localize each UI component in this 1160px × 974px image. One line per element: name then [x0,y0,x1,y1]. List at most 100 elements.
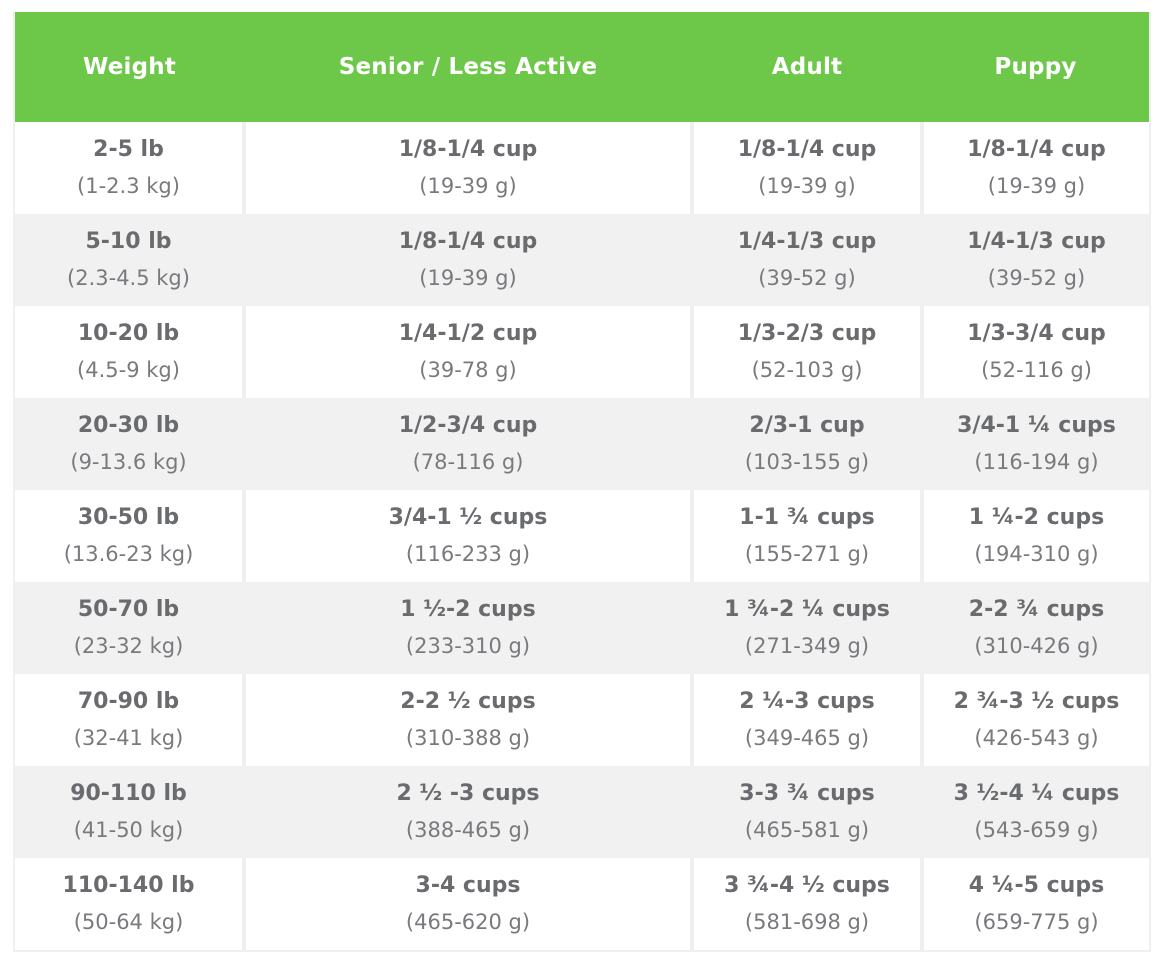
table-cell-senior-less-active: 1/2-3/4 cup (78-116 g) [244,398,694,490]
cell-metric: (659-775 g) [974,910,1099,934]
cell-amount: 10-20 lb [77,321,180,346]
table-body: 2-5 lb (1-2.3 kg) 1/8-1/4 cup (19-39 g) 1/8-… [15,122,1149,950]
cell-metric: (426-543 g) [974,726,1099,750]
cell-amount: 1/4-1/2 cup [398,321,538,346]
table-cell-senior-less-active: 1/8-1/4 cup (19-39 g) [244,214,694,306]
table-cell-senior-less-active: 1/8-1/4 cup (19-39 g) [244,122,694,214]
table-cell-weight: 90-110 lb (41-50 kg) [15,766,246,858]
table-cell-puppy: 4 ¼-5 cups (659-775 g) [922,858,1149,950]
table-cell-weight: 20-30 lb (9-13.6 kg) [15,398,246,490]
cell-amount: 1-1 ¾ cups [739,505,875,530]
cell-amount: 3/4-1 ½ cups [388,505,548,530]
cell-amount: 30-50 lb [77,505,180,530]
cell-amount: 3-4 cups [415,873,521,898]
cell-amount: 50-70 lb [77,597,180,622]
cell-metric: (465-620 g) [405,910,531,934]
table-cell-weight: 110-140 lb (50-64 kg) [15,858,246,950]
table-header: Weight Senior / Less Active Adult Puppy [15,12,1149,122]
table-cell-senior-less-active: 3-4 cups (465-620 g) [244,858,694,950]
cell-amount: 1 ½-2 cups [400,597,536,622]
table-cell-senior-less-active: 2-2 ½ cups (310-388 g) [244,674,694,766]
header-row: Weight Senior / Less Active Adult Puppy [15,12,1149,122]
cell-metric: (233-310 g) [405,634,531,658]
cell-metric: (39-52 g) [758,266,856,290]
cell-amount: 2 ¼-3 cups [739,689,875,714]
table-row: 50-70 lb (23-32 kg) 1 ½-2 cups (233-310 g) 1… [15,582,1149,674]
cell-metric: (50-64 kg) [73,910,184,934]
cell-metric: (116-194 g) [974,450,1099,474]
cell-metric: (4.5-9 kg) [77,358,180,382]
cell-amount: 1/3-3/4 cup [967,321,1106,346]
table-cell-adult: 1 ¾-2 ¼ cups (271-349 g) [692,582,924,674]
table-cell-puppy: 2-2 ¾ cups (310-426 g) [922,582,1149,674]
cell-metric: (116-233 g) [405,542,531,566]
page: Weight Senior / Less Active Adult Puppy … [13,12,1151,952]
cell-amount: 1/4-1/3 cup [967,229,1106,254]
cell-metric: (13.6-23 kg) [63,542,194,566]
table-cell-adult: 3-3 ¾ cups (465-581 g) [692,766,924,858]
cell-metric: (39-78 g) [419,358,517,382]
cell-amount: 2-2 ¾ cups [968,597,1105,622]
column-header-puppy: Puppy [922,12,1149,122]
cell-amount: 3/4-1 ¼ cups [957,413,1116,438]
table-cell-adult: 3 ¾-4 ½ cups (581-698 g) [692,858,924,950]
cell-amount: 3 ¾-4 ½ cups [724,873,890,898]
cell-metric: (194-310 g) [974,542,1099,566]
table-cell-adult: 1-1 ¾ cups (155-271 g) [692,490,924,582]
cell-amount: 1/8-1/4 cup [737,137,877,162]
table-cell-puppy: 1 ¼-2 cups (194-310 g) [922,490,1149,582]
cell-amount: 1/8-1/4 cup [967,137,1106,162]
cell-metric: (78-116 g) [412,450,524,474]
table-cell-weight: 50-70 lb (23-32 kg) [15,582,246,674]
cell-metric: (2.3-4.5 kg) [67,266,190,290]
cell-metric: (19-39 g) [419,266,517,290]
cell-metric: (52-103 g) [751,358,863,382]
cell-metric: (1-2.3 kg) [77,174,180,198]
cell-metric: (9-13.6 kg) [70,450,187,474]
cell-metric: (155-271 g) [744,542,870,566]
cell-amount: 4 ¼-5 cups [968,873,1105,898]
column-header-senior-less-active: Senior / Less Active [244,12,692,122]
cell-metric: (465-581 g) [744,818,870,842]
cell-metric: (19-39 g) [987,174,1086,198]
cell-amount: 20-30 lb [77,413,180,438]
cell-metric: (349-465 g) [744,726,870,750]
table-cell-weight: 70-90 lb (32-41 kg) [15,674,246,766]
cell-metric: (103-155 g) [744,450,870,474]
cell-amount: 1/8-1/4 cup [398,137,538,162]
table-cell-weight: 30-50 lb (13.6-23 kg) [15,490,246,582]
cell-amount: 110-140 lb [62,873,195,898]
table-row: 5-10 lb (2.3-4.5 kg) 1/8-1/4 cup (19-39 g) 1… [15,214,1149,306]
cell-metric: (41-50 kg) [73,818,184,842]
table-row: 2-5 lb (1-2.3 kg) 1/8-1/4 cup (19-39 g) 1/8-… [15,122,1149,214]
table-cell-weight: 10-20 lb (4.5-9 kg) [15,306,246,398]
cell-amount: 1/3-2/3 cup [737,321,877,346]
table-row: 110-140 lb (50-64 kg) 3-4 cups (465-620 g) 3… [15,858,1149,950]
cell-amount: 1/4-1/3 cup [737,229,877,254]
table-row: 30-50 lb (13.6-23 kg) 3/4-1 ½ cups (116-233… [15,490,1149,582]
cell-metric: (581-698 g) [744,910,870,934]
cell-amount: 2-5 lb [93,137,164,162]
cell-amount: 5-10 lb [85,229,172,254]
cell-metric: (19-39 g) [758,174,856,198]
table-cell-weight: 5-10 lb (2.3-4.5 kg) [15,214,246,306]
cell-amount: 2 ¾-3 ½ cups [953,689,1120,714]
table-cell-adult: 2 ¼-3 cups (349-465 g) [692,674,924,766]
cell-amount: 1/2-3/4 cup [398,413,538,438]
table-cell-senior-less-active: 1/4-1/2 cup (39-78 g) [244,306,694,398]
table-row: 20-30 lb (9-13.6 kg) 1/2-3/4 cup (78-116 g)… [15,398,1149,490]
cell-metric: (310-426 g) [974,634,1099,658]
table-cell-puppy: 3/4-1 ¼ cups (116-194 g) [922,398,1149,490]
cell-metric: (39-52 g) [987,266,1086,290]
table-row: 70-90 lb (32-41 kg) 2-2 ½ cups (310-388 g) 2… [15,674,1149,766]
cell-amount: 1/8-1/4 cup [398,229,538,254]
column-header-weight: Weight [15,12,244,122]
table-cell-adult: 1/4-1/3 cup (39-52 g) [692,214,924,306]
cell-metric: (310-388 g) [405,726,531,750]
feeding-chart-table: Weight Senior / Less Active Adult Puppy … [15,12,1149,950]
table-cell-senior-less-active: 2 ½ -3 cups (388-465 g) [244,766,694,858]
table-cell-adult: 1/8-1/4 cup (19-39 g) [692,122,924,214]
cell-amount: 2 ½ -3 cups [396,781,540,806]
feeding-chart: Weight Senior / Less Active Adult Puppy … [13,12,1151,952]
table-cell-puppy: 2 ¾-3 ½ cups (426-543 g) [922,674,1149,766]
